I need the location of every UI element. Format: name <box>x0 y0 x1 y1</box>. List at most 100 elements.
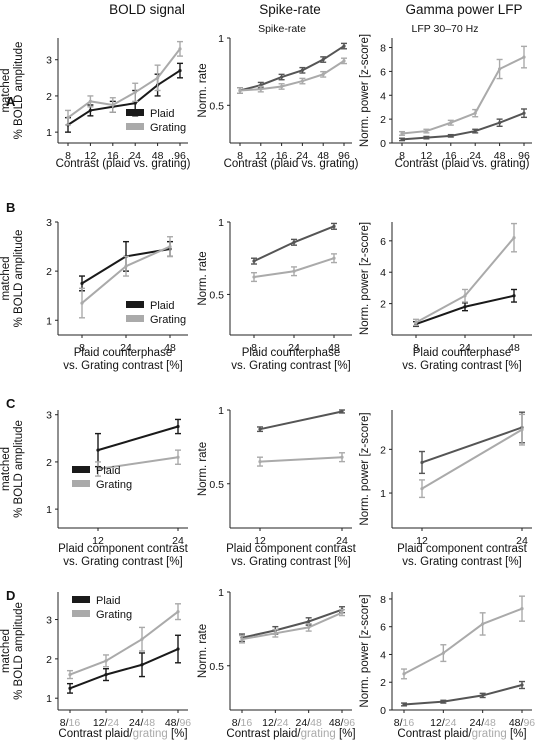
x-tick-label: 12/24 <box>262 717 288 729</box>
y-axis-label: % BOLD amplitude <box>13 420 25 518</box>
legend-swatch <box>72 610 90 617</box>
data-point <box>332 256 336 260</box>
data-point <box>258 460 262 464</box>
x-axis-label: Plaid counterphase <box>413 347 511 359</box>
x-tick-label: 24 <box>516 535 528 547</box>
y-tick-label: 1 <box>218 405 224 417</box>
data-point <box>307 619 311 624</box>
y-tick-label: 2 <box>380 299 386 311</box>
x-axis-label: vs. Grating contrast [%] <box>63 360 183 372</box>
data-point <box>178 68 182 73</box>
y-tick-label: 0.5 <box>209 100 224 112</box>
y-tick-label: 1 <box>218 587 224 599</box>
panel-label-b: B <box>6 200 15 215</box>
data-point <box>522 111 526 115</box>
data-point <box>104 659 108 663</box>
series-line <box>97 456 179 470</box>
data-point <box>441 651 445 655</box>
x-axis-label: Plaid counterphase <box>242 347 340 359</box>
series-line <box>401 56 525 135</box>
data-point <box>441 700 445 704</box>
chart-b1: 12382448Counterphase contrastmatched% BO… <box>0 217 188 372</box>
y-axis-label: Norm. rate <box>197 63 209 117</box>
y-tick-label: 1 <box>46 127 52 139</box>
series-line <box>403 607 523 675</box>
series-line <box>259 410 343 431</box>
chart-d3: 0 2 4 6 8 8/16 12/24 24/48 48/96 Norm. power [z-s… <box>359 592 535 740</box>
chart-b2: 0.5 1 8 24 48 Norm. rate Plaid counterphasevs.… <box>197 217 352 372</box>
data-point <box>168 244 172 249</box>
x-tick-label: 8 <box>399 150 405 162</box>
x-axis-label: Contrast plaid/grating [%] <box>58 728 187 740</box>
x-tick-label: 8 <box>65 150 71 162</box>
legend-label: Grating <box>150 314 186 326</box>
y-tick-label: 0.5 <box>209 479 224 491</box>
data-point <box>340 611 344 615</box>
legend-swatch <box>126 315 144 322</box>
legend-swatch <box>126 123 144 130</box>
x-tick-label: 24 <box>288 342 300 354</box>
data-point <box>473 129 477 133</box>
y-tick-label: 1 <box>46 504 52 516</box>
y-tick-label: 0 <box>380 705 386 717</box>
x-tick-label: 8 <box>251 342 257 354</box>
x-tick-label: 48/96 <box>165 717 191 729</box>
data-point <box>80 281 84 286</box>
y-axis-label: Norm. rate <box>197 624 209 678</box>
data-point <box>481 622 485 626</box>
series-line <box>401 112 525 141</box>
series-line <box>403 684 523 706</box>
y-axis-label: % BOLD amplitude <box>13 602 25 700</box>
y-tick-label: 0 <box>380 138 386 150</box>
y-tick-label: 3 <box>46 410 52 422</box>
data-point <box>424 129 428 133</box>
data-point <box>402 672 406 676</box>
data-point <box>400 137 404 142</box>
x-tick-label: 24 <box>297 150 309 162</box>
data-point <box>522 55 526 59</box>
x-tick-label: 12 <box>421 150 433 162</box>
data-point <box>481 693 485 698</box>
x-axis-label: vs. Grating contrast [%] <box>231 556 351 568</box>
data-point <box>292 269 296 273</box>
y-tick-label: 4 <box>380 267 386 279</box>
y-tick-label: 4 <box>380 90 386 102</box>
data-point <box>307 625 311 630</box>
data-point <box>449 121 453 125</box>
chart-c2: 0.5 1 12 24 Norm. rate Plaid component contra… <box>197 405 357 568</box>
data-point <box>512 236 516 240</box>
chart-a1: 12381216244896Peak contrastmatched% BOLD… <box>0 38 191 170</box>
y-tick-label: 6 <box>380 622 386 634</box>
y-tick-label: 1 <box>218 217 224 229</box>
x-axis-label: Plaid component contrast <box>226 543 357 555</box>
legend-label: Plaid <box>96 595 120 607</box>
x-axis-label: vs. Grating contrast [%] <box>63 556 183 568</box>
y-tick-label: 2 <box>380 444 386 456</box>
y-tick-label: 1 <box>218 33 224 45</box>
y-axis-label: Norm. rate <box>197 442 209 496</box>
y-tick-label: 3 <box>46 615 52 627</box>
y-tick-label: 2 <box>46 457 52 469</box>
data-point <box>68 673 72 677</box>
y-axis-label: % BOLD amplitude <box>13 42 25 140</box>
data-point <box>156 76 160 80</box>
x-tick-label: 24 <box>336 535 348 547</box>
data-point <box>133 101 137 105</box>
y-tick-label: 1 <box>46 315 52 327</box>
data-point <box>424 136 428 140</box>
data-point <box>332 224 336 228</box>
series-line <box>421 426 523 464</box>
data-point <box>342 59 346 63</box>
y-tick-label: 8 <box>380 43 386 55</box>
x-tick-label: 96 <box>174 150 186 162</box>
data-point <box>414 320 418 325</box>
series-line <box>241 611 343 641</box>
data-point <box>473 111 477 115</box>
y-tick-label: 4 <box>380 649 386 661</box>
x-tick-label: 24/48 <box>296 717 322 729</box>
y-axis-label: Norm. power [z-score] <box>359 222 371 335</box>
x-axis-label: Plaid component contrast <box>397 543 528 555</box>
x-axis-label: Contrast (plaid vs. grating) <box>56 158 191 170</box>
x-tick-label: 48 <box>317 150 329 162</box>
